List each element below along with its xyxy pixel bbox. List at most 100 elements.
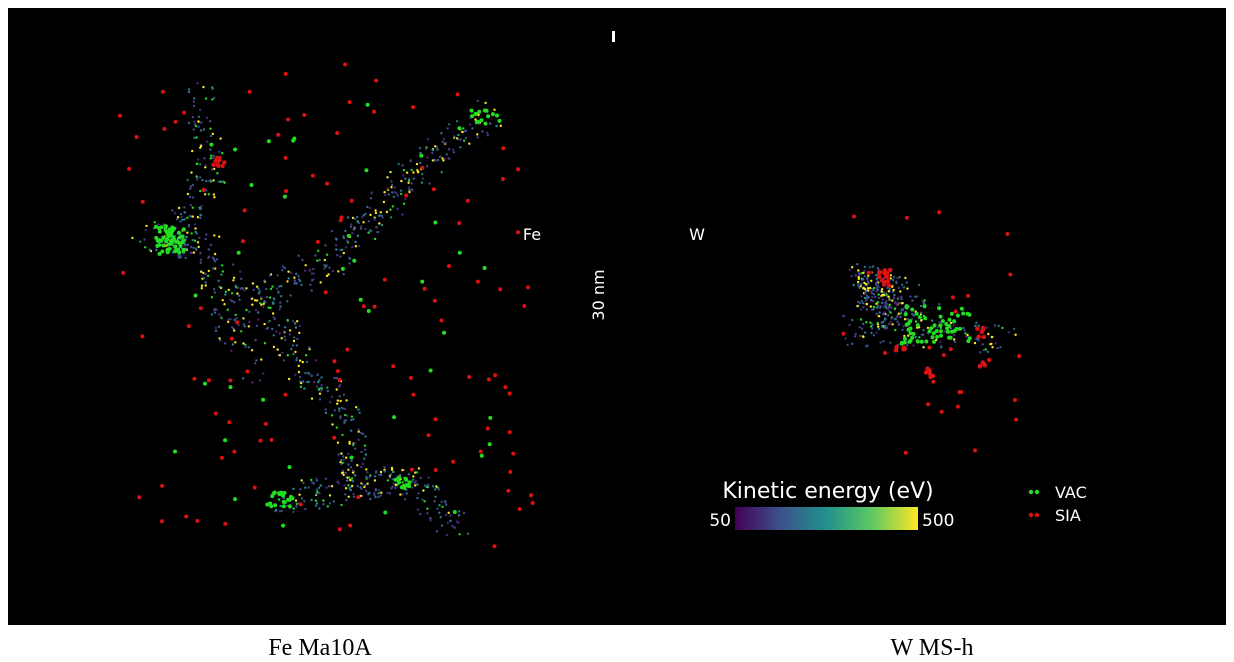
dot <box>858 301 862 305</box>
dot <box>262 305 265 308</box>
dot <box>196 82 199 85</box>
dot <box>216 172 219 175</box>
dot <box>391 191 394 194</box>
dot <box>213 96 216 100</box>
dot <box>941 353 946 357</box>
dot <box>433 417 438 422</box>
dot <box>273 503 278 508</box>
dot <box>331 423 334 426</box>
dot <box>393 186 397 189</box>
dot <box>213 258 216 262</box>
dot <box>359 225 363 228</box>
dot <box>1013 398 1017 402</box>
dot <box>278 354 282 357</box>
dot <box>455 520 459 523</box>
dot <box>877 293 880 296</box>
dot <box>876 280 879 283</box>
dot <box>357 221 361 225</box>
dot <box>407 179 411 182</box>
dot <box>859 334 862 338</box>
dot <box>417 492 420 495</box>
dot <box>190 232 193 235</box>
dot <box>227 288 230 292</box>
dot <box>164 230 169 235</box>
dot <box>434 495 437 498</box>
dot <box>318 392 322 395</box>
dot <box>953 340 957 344</box>
dot <box>185 247 188 250</box>
dot <box>139 240 142 243</box>
dot <box>487 377 491 382</box>
dot <box>214 326 218 329</box>
dot <box>881 298 885 301</box>
dot <box>234 313 237 317</box>
dot <box>213 411 218 416</box>
colorbar-max: 500 <box>922 511 954 531</box>
dot <box>362 221 365 224</box>
dot <box>268 501 273 506</box>
dot <box>296 502 299 505</box>
dot <box>419 151 422 155</box>
dot <box>516 167 520 172</box>
dot <box>914 335 917 339</box>
dot <box>981 343 984 346</box>
dot <box>325 253 329 256</box>
dot <box>498 287 503 292</box>
dot <box>218 337 221 340</box>
dot <box>522 304 527 308</box>
dot <box>392 470 395 474</box>
dot <box>410 182 413 185</box>
dot <box>952 333 956 337</box>
dot <box>228 385 233 390</box>
dot <box>339 415 342 418</box>
dot <box>351 444 355 447</box>
dot <box>906 318 910 321</box>
dot <box>379 494 382 497</box>
dot <box>369 197 373 200</box>
dot <box>427 483 430 486</box>
dot <box>955 313 960 318</box>
dot <box>888 298 891 302</box>
dot <box>255 285 259 288</box>
dot <box>486 131 489 134</box>
dot <box>967 336 972 341</box>
dot <box>259 302 262 305</box>
legend-marker <box>1034 489 1040 495</box>
dot <box>201 187 206 192</box>
dot <box>183 211 186 214</box>
dot <box>500 177 505 181</box>
dot <box>375 226 378 229</box>
dot <box>242 377 245 380</box>
dot <box>187 224 191 227</box>
dot <box>310 272 314 275</box>
dot <box>883 303 887 306</box>
dot <box>462 511 466 515</box>
dot <box>861 277 865 281</box>
dot <box>397 162 400 166</box>
dot <box>359 431 363 435</box>
dot <box>342 455 345 458</box>
dot <box>222 160 227 165</box>
dot <box>442 137 446 141</box>
dot <box>977 324 981 327</box>
dot <box>157 223 160 226</box>
dot <box>899 290 902 293</box>
dot <box>180 234 185 239</box>
dot <box>987 357 992 363</box>
dot <box>192 104 196 108</box>
dot <box>295 272 298 276</box>
dot <box>897 286 900 290</box>
dot <box>244 343 247 346</box>
dot <box>903 312 908 317</box>
dot <box>977 364 983 369</box>
dot <box>310 173 315 178</box>
dot <box>887 295 890 298</box>
dot <box>448 123 451 126</box>
dot <box>218 313 221 316</box>
dot <box>343 419 346 422</box>
dot <box>890 317 893 320</box>
dot <box>856 263 859 266</box>
dot <box>529 493 533 498</box>
dot <box>426 156 429 159</box>
dot <box>282 500 287 505</box>
